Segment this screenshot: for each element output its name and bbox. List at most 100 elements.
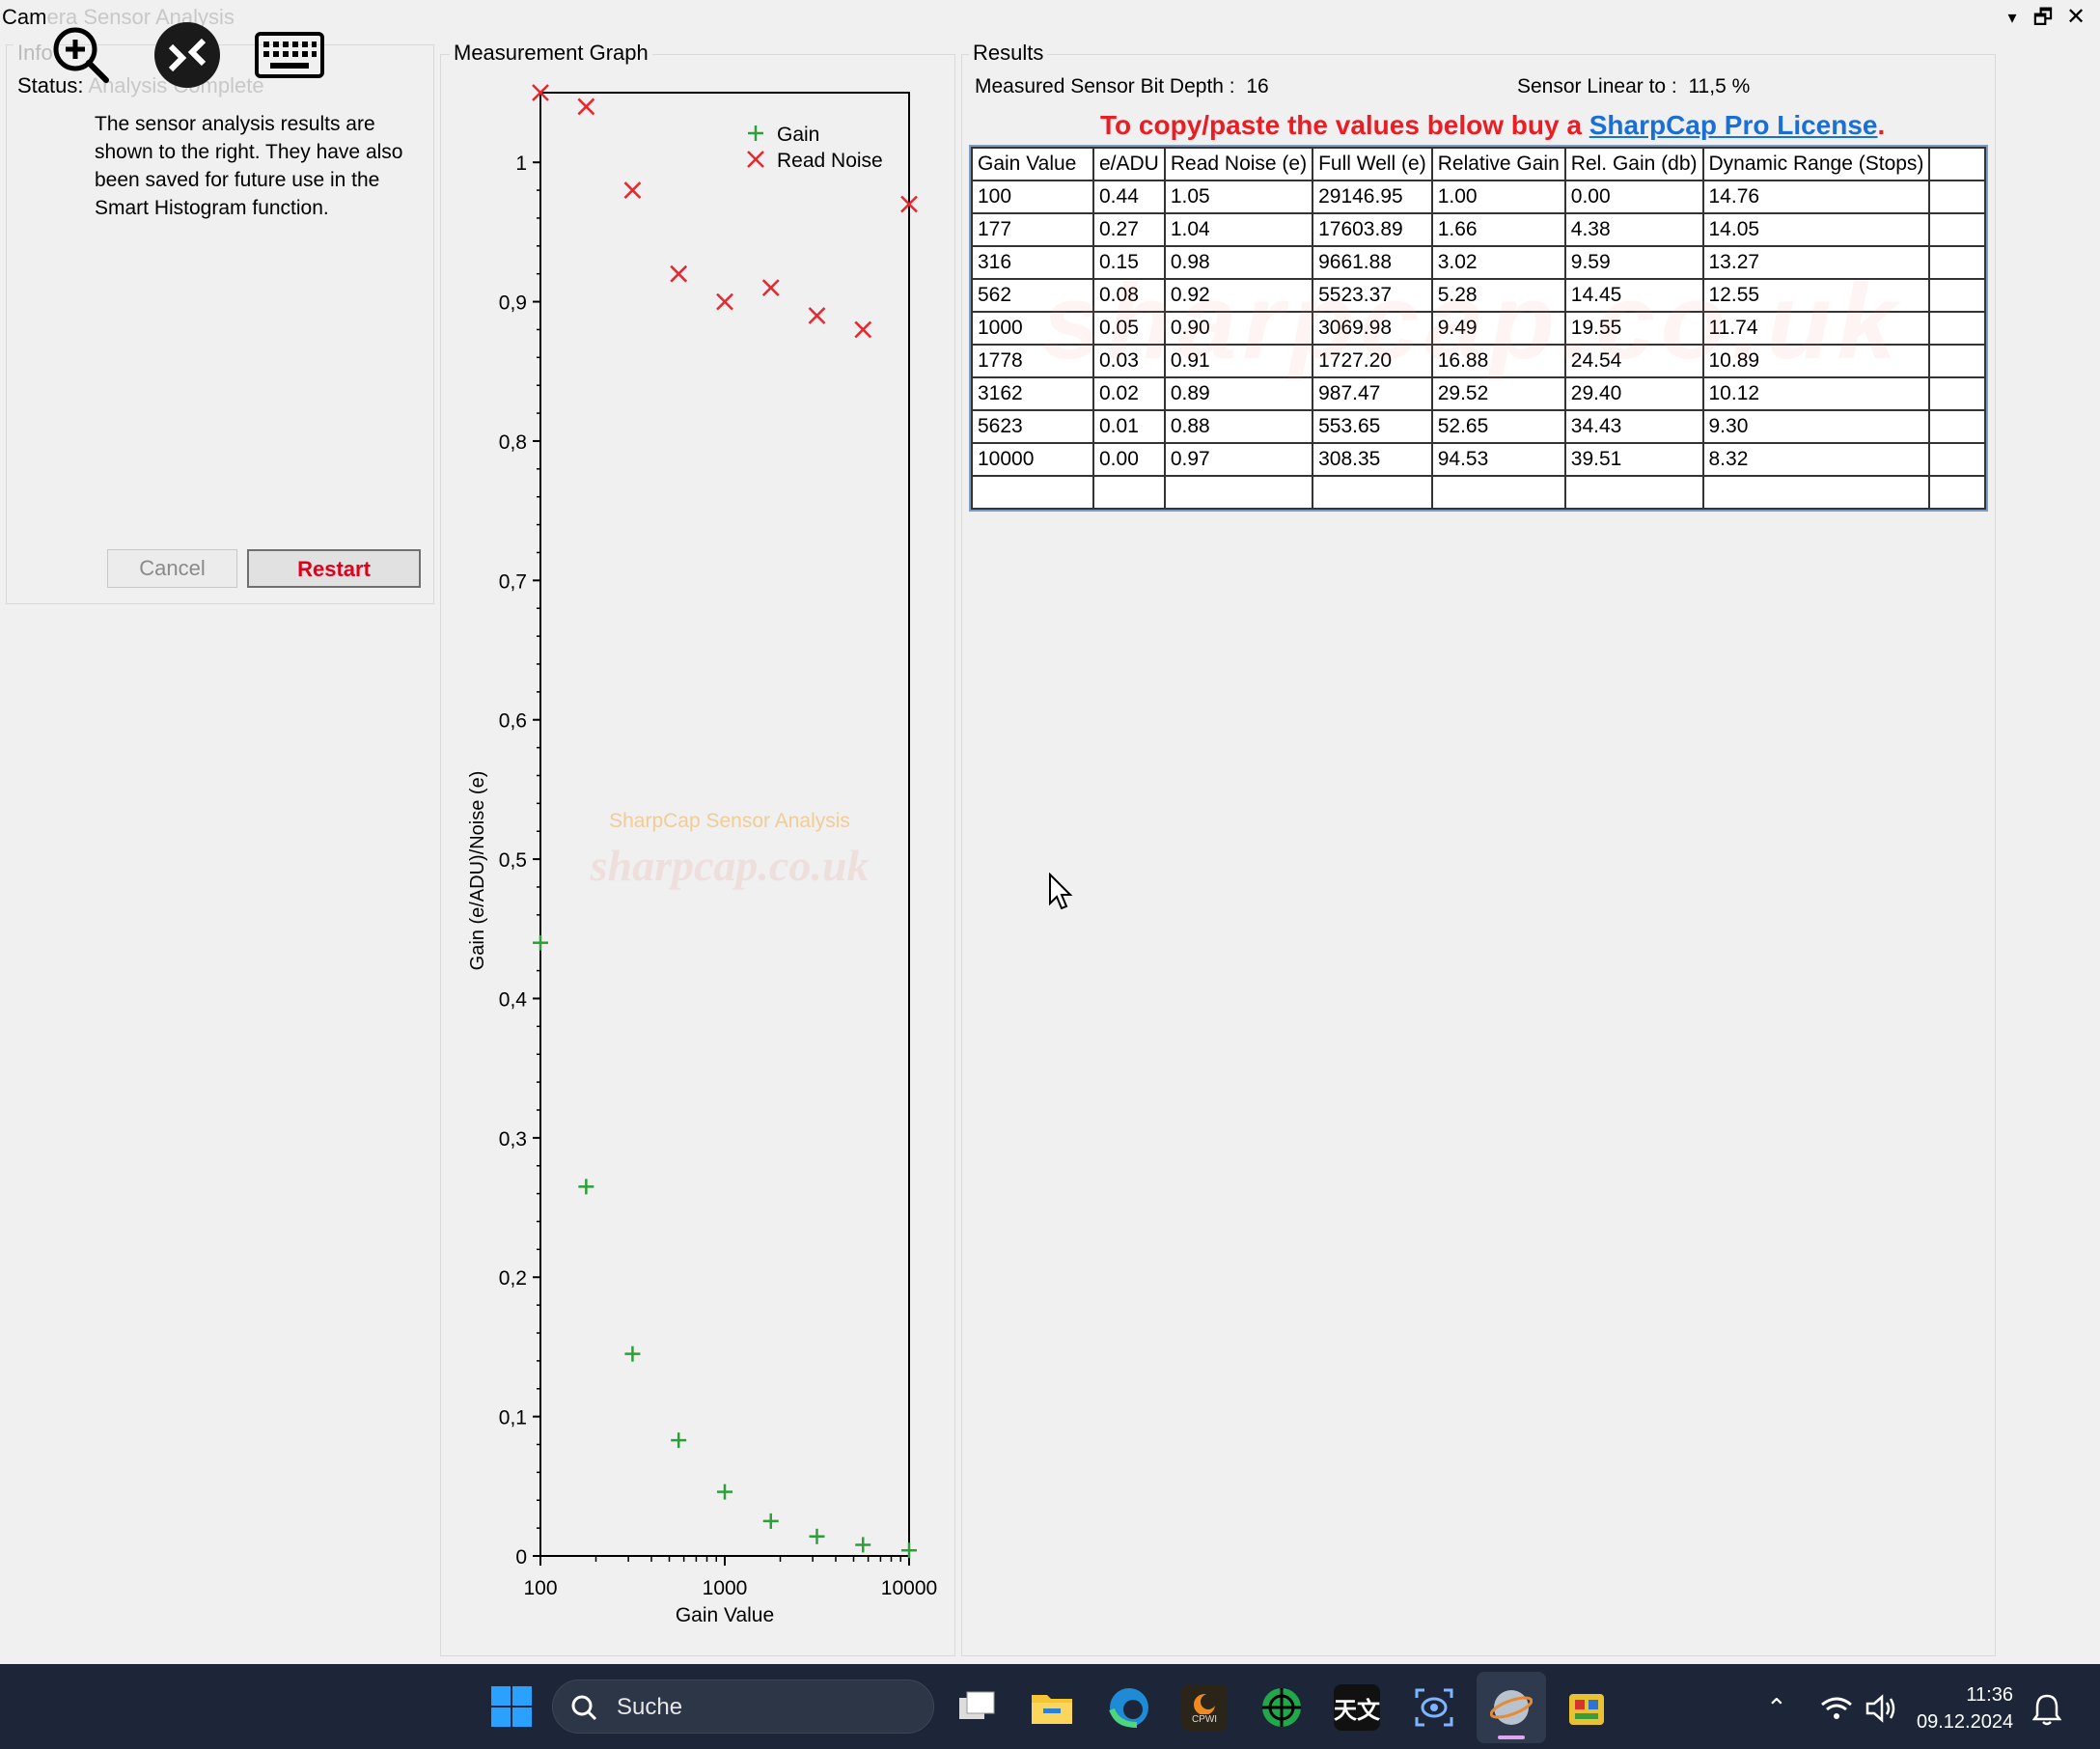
table-cell[interactable]: 1778 — [971, 344, 1094, 378]
table-cell[interactable]: 0.08 — [1092, 278, 1166, 313]
zoom-in-icon[interactable] — [42, 19, 120, 91]
table-cell[interactable]: 5.28 — [1430, 278, 1566, 313]
table-cell[interactable] — [1928, 311, 1986, 346]
table-cell[interactable]: 0.00 — [1563, 180, 1704, 214]
table-cell[interactable]: 10.89 — [1701, 344, 1931, 378]
table-cell[interactable]: 13.27 — [1701, 245, 1931, 280]
cpwi-app-icon[interactable]: CPWI — [1181, 1684, 1228, 1731]
screenshot-tool-icon[interactable] — [1411, 1684, 1457, 1731]
table-cell[interactable] — [1092, 475, 1166, 510]
table-cell[interactable]: 9661.88 — [1312, 245, 1433, 280]
table-cell[interactable] — [1928, 180, 1986, 214]
table-cell[interactable]: 0.89 — [1163, 376, 1314, 411]
table-cell[interactable]: 562 — [971, 278, 1094, 313]
table-row[interactable]: 1778 0.03 0.91 1727.20 16.88 24.54 10.89 — [971, 344, 1986, 378]
table-cell[interactable] — [1430, 475, 1566, 510]
table-cell[interactable]: 12.55 — [1701, 278, 1931, 313]
table-cell[interactable]: 29.52 — [1430, 376, 1566, 411]
table-cell[interactable]: 3069.98 — [1312, 311, 1433, 346]
table-cell[interactable]: 0.97 — [1163, 442, 1314, 477]
table-cell[interactable]: 3162 — [971, 376, 1094, 411]
table-cell[interactable]: 987.47 — [1312, 376, 1433, 411]
table-cell[interactable] — [1928, 475, 1986, 510]
table-cell[interactable]: 14.45 — [1563, 278, 1704, 313]
table-cell[interactable]: 39.51 — [1563, 442, 1704, 477]
table-cell[interactable]: 0.90 — [1163, 311, 1314, 346]
table-cell[interactable]: 0.03 — [1092, 344, 1166, 378]
column-header[interactable] — [1928, 147, 1986, 181]
fits-viewer-icon[interactable] — [1563, 1684, 1610, 1731]
table-cell[interactable] — [1928, 278, 1986, 313]
table-row[interactable]: 177 0.27 1.04 17603.89 1.66 4.38 14.05 — [971, 212, 1986, 247]
taskbar-clock[interactable]: 11:36 09.12.2024 — [1917, 1681, 2013, 1735]
table-cell[interactable] — [1928, 409, 1986, 444]
table-cell[interactable]: 9.30 — [1701, 409, 1931, 444]
taskbar-search-box[interactable]: Suche — [552, 1680, 934, 1734]
table-cell[interactable]: 0.05 — [1092, 311, 1166, 346]
table-cell[interactable]: 9.49 — [1430, 311, 1566, 346]
table-cell[interactable]: 0.92 — [1163, 278, 1314, 313]
table-cell[interactable] — [1701, 475, 1931, 510]
column-header[interactable]: Gain Value — [971, 147, 1094, 181]
remote-desktop-icon[interactable] — [149, 19, 226, 91]
windows-start-icon[interactable] — [488, 1683, 535, 1730]
show-hidden-icons[interactable]: ⌃ — [1766, 1693, 1787, 1722]
table-row[interactable]: 10000 0.00 0.97 308.35 94.53 39.51 8.32 — [971, 442, 1986, 477]
table-cell[interactable]: 0.91 — [1163, 344, 1314, 378]
table-cell[interactable]: 19.55 — [1563, 311, 1704, 346]
table-cell[interactable]: 29.40 — [1563, 376, 1704, 411]
table-cell[interactable]: 14.76 — [1701, 180, 1931, 214]
table-cell[interactable]: 177 — [971, 212, 1094, 247]
edge-browser-icon[interactable] — [1106, 1684, 1152, 1731]
table-cell[interactable]: 5623 — [971, 409, 1094, 444]
table-cell[interactable]: 1.66 — [1430, 212, 1566, 247]
column-header[interactable]: Full Well (e) — [1312, 147, 1433, 181]
table-cell[interactable]: 0.27 — [1092, 212, 1166, 247]
table-cell[interactable]: 10000 — [971, 442, 1094, 477]
table-cell[interactable]: 0.98 — [1163, 245, 1314, 280]
restart-button[interactable]: Restart — [247, 549, 421, 588]
column-header[interactable]: Dynamic Range (Stops) — [1701, 147, 1931, 181]
results-table-container[interactable]: Gain Value e/ADU Read Noise (e) Full Well (… — [969, 145, 1988, 512]
table-cell[interactable]: 316 — [971, 245, 1094, 280]
table-cell[interactable]: 94.53 — [1430, 442, 1566, 477]
restore-button[interactable]: 🗗 — [2032, 5, 2054, 29]
wifi-icon[interactable] — [1820, 1695, 1853, 1722]
results-table[interactable]: Gain Value e/ADU Read Noise (e) Full Well (… — [971, 147, 1986, 510]
table-cell[interactable]: 0.02 — [1092, 376, 1166, 411]
table-cell[interactable]: 52.65 — [1430, 409, 1566, 444]
table-cell[interactable]: 16.88 — [1430, 344, 1566, 378]
table-cell[interactable]: 3.02 — [1430, 245, 1566, 280]
phd-guiding-icon[interactable] — [1258, 1684, 1305, 1731]
column-header[interactable]: Rel. Gain (db) — [1563, 147, 1704, 181]
table-cell[interactable] — [1163, 475, 1314, 510]
volume-icon[interactable] — [1865, 1693, 1899, 1724]
table-cell[interactable]: 308.35 — [1312, 442, 1433, 477]
table-cell[interactable]: 1.00 — [1430, 180, 1566, 214]
table-cell[interactable] — [1563, 475, 1704, 510]
notification-bell-icon[interactable] — [2032, 1693, 2061, 1726]
table-row[interactable] — [971, 475, 1986, 510]
table-cell[interactable]: 5523.37 — [1312, 278, 1433, 313]
table-row[interactable]: 5623 0.01 0.88 553.65 52.65 34.43 9.30 — [971, 409, 1986, 444]
table-cell[interactable]: 24.54 — [1563, 344, 1704, 378]
table-cell[interactable]: 1727.20 — [1312, 344, 1433, 378]
column-header[interactable]: e/ADU — [1092, 147, 1166, 181]
table-cell[interactable]: 10.12 — [1701, 376, 1931, 411]
table-cell[interactable]: 0.01 — [1092, 409, 1166, 444]
table-row[interactable]: 562 0.08 0.92 5523.37 5.28 14.45 12.55 — [971, 278, 1986, 313]
column-header[interactable]: Read Noise (e) — [1163, 147, 1314, 181]
table-cell[interactable]: 1.05 — [1163, 180, 1314, 214]
table-cell[interactable]: 0.15 — [1092, 245, 1166, 280]
sharpcap-app-icon[interactable] — [1488, 1684, 1534, 1731]
table-cell[interactable]: 0.88 — [1163, 409, 1314, 444]
dropdown-button[interactable]: ▾ — [2007, 8, 2017, 27]
stellarium-app-icon[interactable]: 天文 — [1334, 1684, 1380, 1731]
table-cell[interactable]: 0.44 — [1092, 180, 1166, 214]
table-cell[interactable] — [971, 475, 1094, 510]
table-row[interactable]: 3162 0.02 0.89 987.47 29.52 29.40 10.12 — [971, 376, 1986, 411]
table-cell[interactable]: 11.74 — [1701, 311, 1931, 346]
table-cell[interactable]: 4.38 — [1563, 212, 1704, 247]
table-row[interactable]: 316 0.15 0.98 9661.88 3.02 9.59 13.27 — [971, 245, 1986, 280]
table-cell[interactable] — [1928, 442, 1986, 477]
